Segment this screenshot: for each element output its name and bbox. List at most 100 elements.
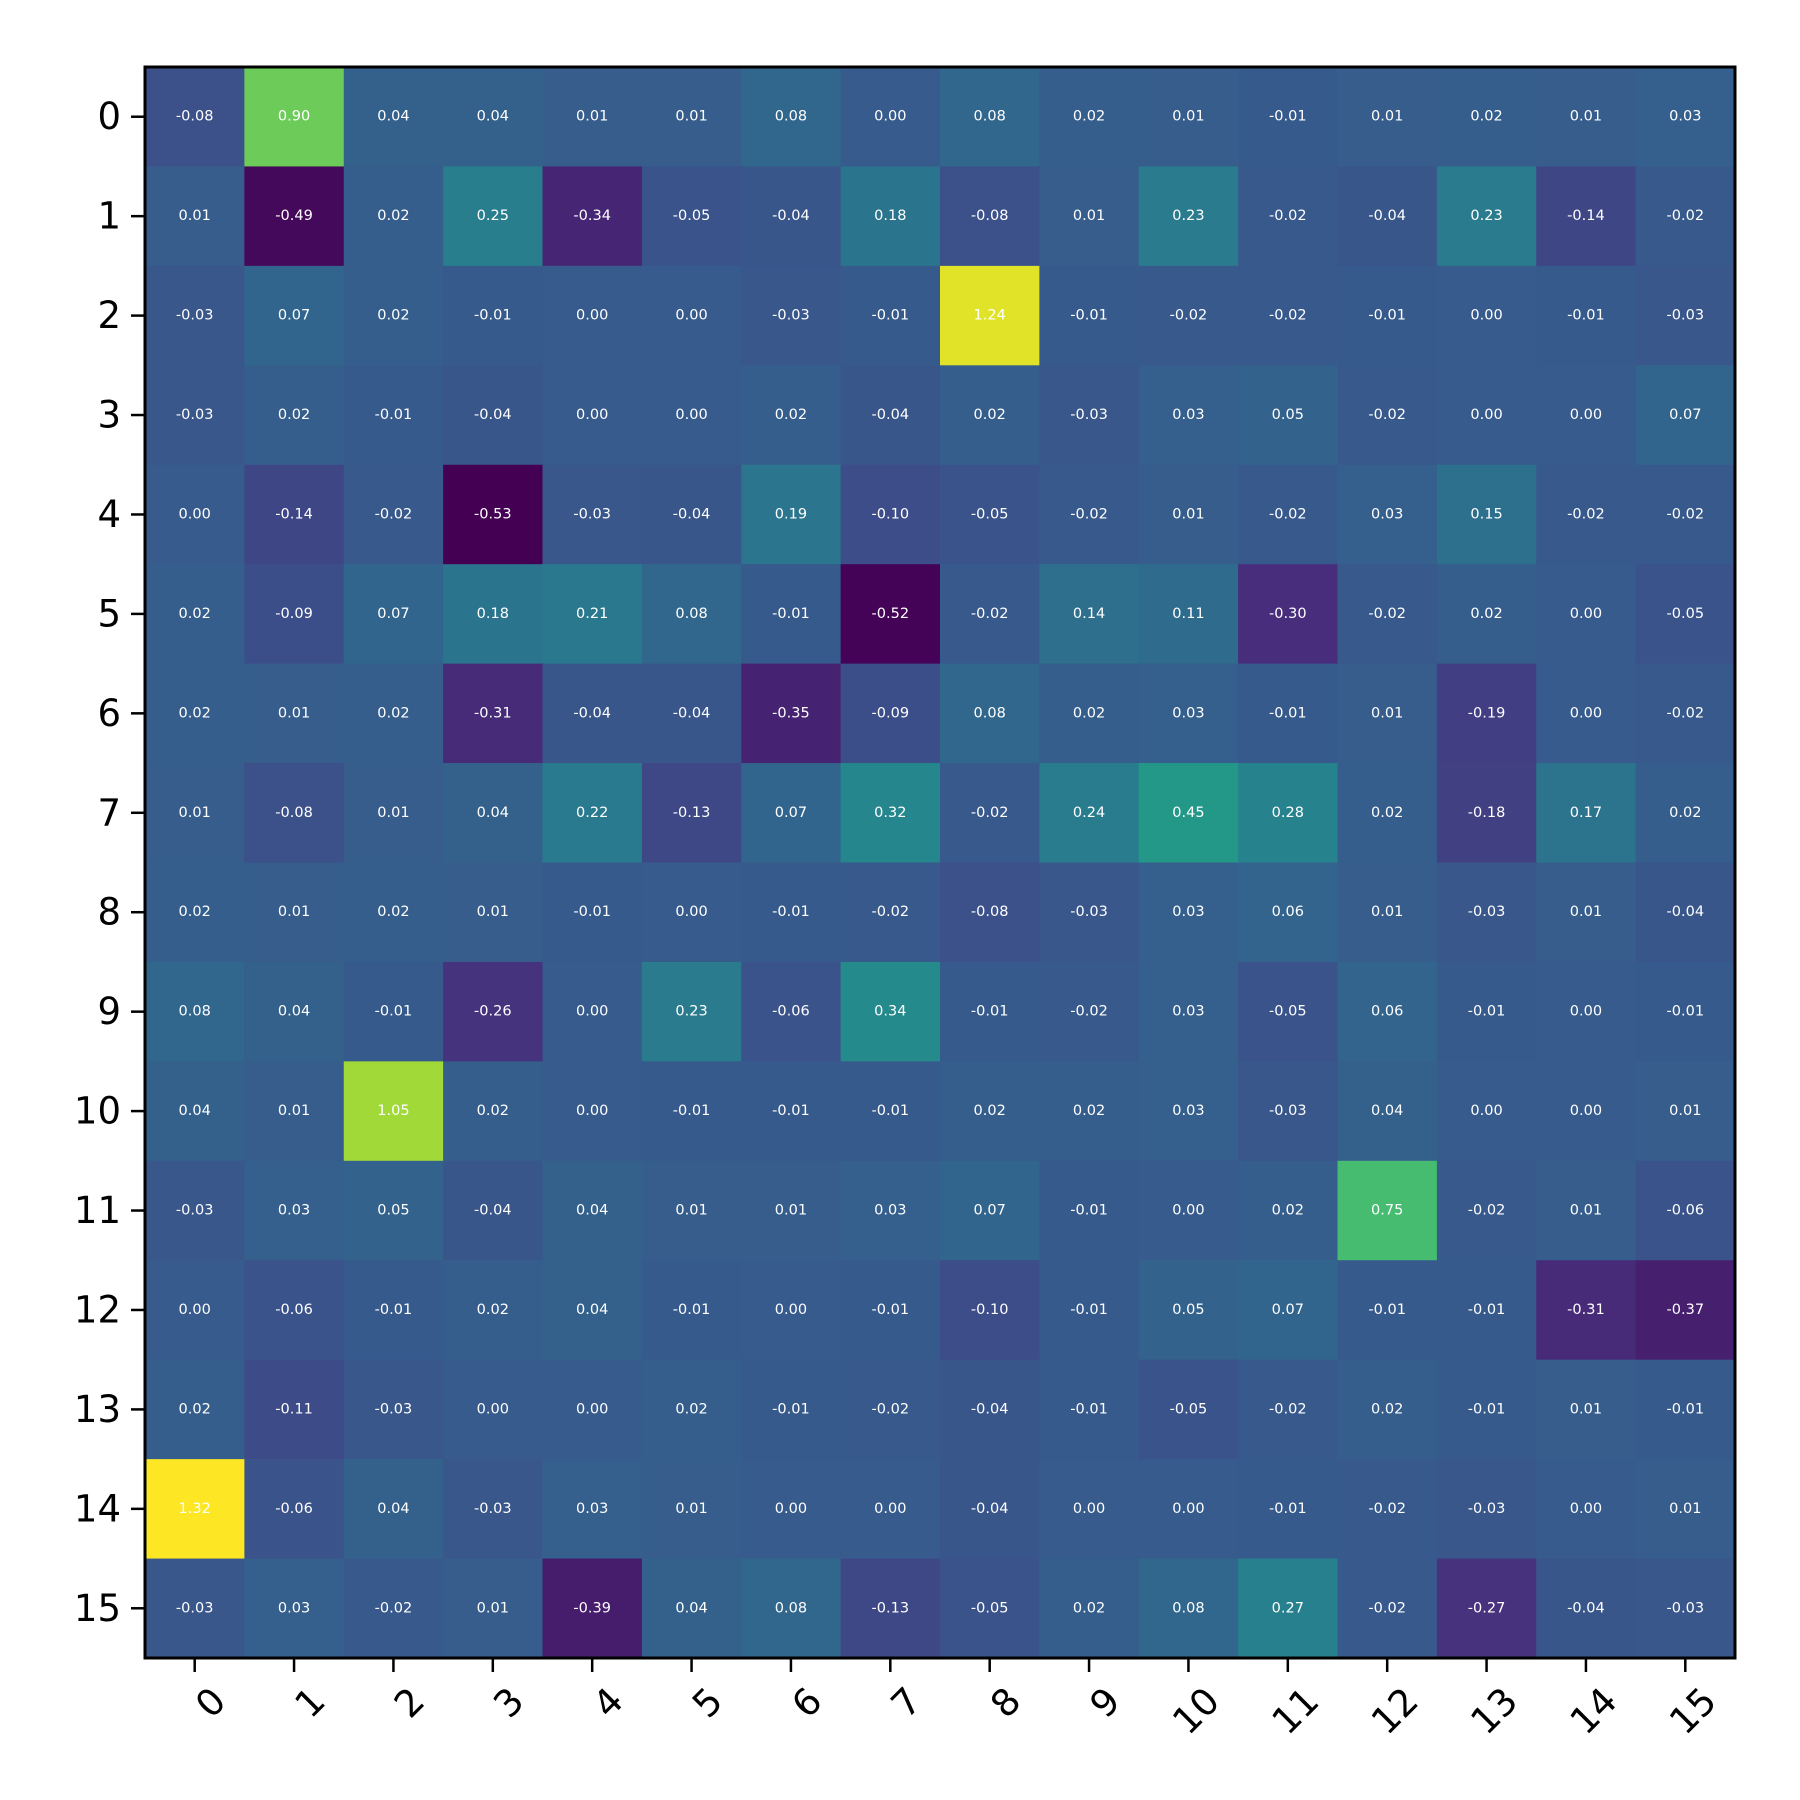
- cell-value-label: 0.07: [377, 606, 409, 622]
- heatmap-cell: [1536, 67, 1637, 168]
- cell-value-label: 0.01: [179, 805, 211, 821]
- cell-value-label: -0.01: [1368, 1302, 1406, 1318]
- x-tick-label: 12: [1363, 1679, 1427, 1743]
- heatmap-cell: [1138, 1459, 1239, 1560]
- x-tick-label: 1: [287, 1679, 334, 1726]
- heatmap-cell: [1238, 1558, 1339, 1659]
- cell-value-label: 0.03: [1172, 904, 1204, 920]
- cell-value-label: -0.02: [1269, 1401, 1307, 1417]
- cell-value-label: -0.10: [872, 506, 910, 522]
- heatmap-cell: [443, 1558, 544, 1659]
- heatmap-cell: [840, 67, 941, 168]
- heatmap-cell: [1635, 961, 1736, 1062]
- heatmap-cell: [443, 564, 544, 665]
- cell-value-label: 1.24: [974, 308, 1006, 324]
- cell-value-label: -0.01: [1468, 1401, 1506, 1417]
- cell-value-label: 0.02: [675, 1401, 707, 1417]
- cell-value-label: 0.27: [1272, 1600, 1304, 1616]
- cell-value-label: -0.52: [872, 606, 910, 622]
- heatmap-cell: [1635, 1160, 1736, 1261]
- cell-value-label: -0.04: [1368, 208, 1406, 224]
- cell-value-label: 0.00: [576, 1004, 608, 1020]
- cell-value-label: 0.23: [1172, 208, 1204, 224]
- heatmap-cell: [1337, 265, 1438, 366]
- cell-value-label: -0.04: [573, 705, 611, 721]
- heatmap-cell: [343, 464, 444, 565]
- cell-value-label: -0.05: [1269, 1004, 1307, 1020]
- cell-value-label: 0.04: [278, 1004, 310, 1020]
- heatmap-cell: [741, 166, 842, 267]
- cell-value-label: -0.10: [971, 1302, 1009, 1318]
- cell-value-label: 0.01: [576, 109, 608, 125]
- heatmap-cell: [1238, 265, 1339, 366]
- cell-value-label: 0.23: [1470, 208, 1502, 224]
- cell-value-label: 0.01: [1172, 506, 1204, 522]
- heatmap-cell: [840, 1160, 941, 1261]
- y-tick-label: 4: [97, 493, 121, 536]
- cell-value-label: 0.14: [1073, 606, 1105, 622]
- heatmap-cell: [1337, 1459, 1438, 1560]
- cell-value-label: 0.08: [775, 1600, 807, 1616]
- heatmap-cell: [542, 564, 643, 665]
- heatmap-cell: [940, 763, 1040, 864]
- cell-value-label: -0.01: [1269, 1501, 1307, 1517]
- heatmap-cell: [1138, 1558, 1239, 1659]
- cell-value-label: -0.04: [1567, 1600, 1605, 1616]
- cell-value-label: 0.01: [278, 705, 310, 721]
- cell-value-label: -0.01: [1269, 109, 1307, 125]
- cell-value-label: -0.05: [673, 208, 711, 224]
- cell-value-label: 0.00: [874, 109, 906, 125]
- cell-value-label: 0.01: [278, 1103, 310, 1119]
- cell-value-label: 0.05: [377, 1203, 409, 1219]
- cell-value-label: -0.02: [971, 805, 1009, 821]
- x-tick-label: 15: [1661, 1679, 1725, 1743]
- heatmap-cell: [1635, 763, 1736, 864]
- cell-value-label: 0.02: [179, 606, 211, 622]
- cell-value-label: -0.19: [1468, 705, 1506, 721]
- heatmap-cells: [145, 67, 1736, 1659]
- heatmap-cell: [1635, 166, 1736, 267]
- heatmap-cell: [244, 365, 345, 466]
- cell-value-label: 0.02: [775, 407, 807, 423]
- cell-value-label: 0.01: [675, 109, 707, 125]
- heatmap-cell: [1337, 564, 1438, 665]
- cell-value-label: -0.01: [1269, 705, 1307, 721]
- cell-value-label: -0.27: [1468, 1600, 1506, 1616]
- heatmap-cell: [1635, 1260, 1736, 1361]
- cell-value-label: 0.08: [675, 606, 707, 622]
- heatmap-cell: [443, 1459, 544, 1560]
- cell-value-label: -0.01: [1667, 1401, 1705, 1417]
- heatmap-cell: [244, 961, 345, 1062]
- heatmap-cell: [641, 1260, 742, 1361]
- heatmap-cell: [1536, 1558, 1637, 1659]
- cell-value-label: -0.02: [1667, 705, 1705, 721]
- heatmap-cell: [1039, 265, 1140, 366]
- heatmap-cell: [244, 265, 345, 366]
- cell-value-label: 0.02: [477, 1103, 509, 1119]
- cell-value-label: -0.02: [1368, 606, 1406, 622]
- heatmap-cell: [641, 862, 742, 963]
- y-tick-label: 11: [74, 1189, 121, 1232]
- cell-value-label: -0.02: [1170, 308, 1208, 324]
- heatmap-cell: [1138, 166, 1239, 267]
- x-tick-label: 3: [485, 1679, 532, 1726]
- cell-value-label: 0.01: [1570, 109, 1602, 125]
- cell-value-label: -0.02: [1368, 1501, 1406, 1517]
- heatmap-cell: [940, 265, 1040, 366]
- heatmap-cell: [1238, 1160, 1339, 1261]
- y-tick-label: 13: [74, 1388, 121, 1431]
- cell-value-label: -0.03: [1070, 407, 1108, 423]
- heatmap-cell: [1039, 862, 1140, 963]
- heatmap-cell: [443, 961, 544, 1062]
- cell-value-label: 0.01: [179, 208, 211, 224]
- heatmap-cell: [741, 862, 842, 963]
- cell-value-label: 0.01: [1371, 109, 1403, 125]
- x-tick-label: 4: [585, 1679, 632, 1726]
- cell-value-label: -0.34: [573, 208, 611, 224]
- heatmap-cell: [1635, 564, 1736, 665]
- cell-value-label: 0.23: [675, 1004, 707, 1020]
- heatmap-cell: [443, 265, 544, 366]
- cell-value-label: -0.26: [474, 1004, 512, 1020]
- heatmap-cell: [1337, 1558, 1438, 1659]
